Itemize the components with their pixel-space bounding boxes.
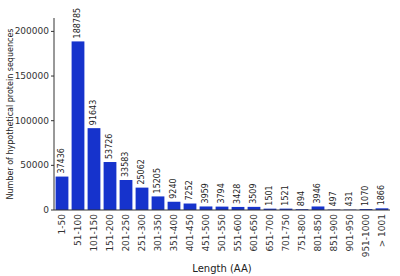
data-label: 91643 <box>90 100 99 125</box>
data-label: 15205 <box>154 168 163 193</box>
bar <box>72 41 85 210</box>
bar <box>152 196 165 210</box>
bar <box>120 180 133 210</box>
bar <box>136 188 149 210</box>
y-tick-label: 200000 <box>15 26 50 36</box>
data-label: 1866 <box>378 185 387 205</box>
x-tick-label: 351-400 <box>169 214 179 252</box>
x-tick-label: 851-900 <box>329 214 339 252</box>
x-tick-label: 451-500 <box>201 214 211 252</box>
x-tick-label: 501-550 <box>217 214 227 252</box>
y-tick <box>51 31 54 32</box>
bar <box>88 128 101 210</box>
data-label: 1521 <box>282 185 291 205</box>
x-tick-label: 601-650 <box>249 214 259 252</box>
bar <box>56 177 69 210</box>
x-tick-label: > 1001 <box>377 214 387 247</box>
data-label: 188785 <box>74 8 83 39</box>
x-tick-label: 101-150 <box>89 214 99 252</box>
x-tick-label: 751-800 <box>297 214 307 252</box>
data-label: 1501 <box>266 185 275 205</box>
data-label: 3509 <box>250 184 259 204</box>
x-tick-label: 701-750 <box>281 214 291 252</box>
x-tick-label: 201-250 <box>121 214 131 252</box>
bar <box>200 206 213 210</box>
data-label: 53726 <box>106 134 115 159</box>
data-label: 497 <box>330 191 339 206</box>
y-tick-label: 150000 <box>15 71 50 81</box>
x-tick-label: 51-100 <box>73 214 83 246</box>
data-label: 25062 <box>138 159 147 184</box>
y-tick-label: 50000 <box>20 160 49 170</box>
bar <box>104 162 117 210</box>
y-tick <box>51 210 54 211</box>
x-tick-label: 1-50 <box>57 214 67 235</box>
y-tick <box>51 76 54 77</box>
bar <box>216 207 229 210</box>
x-axis-title: Length (AA) <box>192 263 252 274</box>
x-tick-label: 551-600 <box>233 214 243 252</box>
data-label: 431 <box>346 191 355 206</box>
x-tick-label: 801-850 <box>313 214 323 252</box>
y-tick-label: 100000 <box>15 116 50 126</box>
bar <box>168 202 181 210</box>
data-label: 3959 <box>202 183 211 203</box>
data-label: 7252 <box>186 180 195 200</box>
chart: 37436 188785 91643 53726 33583 25062 15205 9240… <box>0 0 400 276</box>
x-tick-label: 951-1000 <box>361 214 371 258</box>
data-label: 33583 <box>122 152 131 177</box>
x-tick-label: 651-700 <box>265 214 275 252</box>
data-label: 1070 <box>362 186 371 206</box>
y-axis-line <box>54 18 55 210</box>
x-tick-label: 301-350 <box>153 214 163 252</box>
y-tick-label: 0 <box>43 205 49 215</box>
y-tick <box>51 165 54 166</box>
data-label: 37436 <box>58 148 67 173</box>
data-label: 3794 <box>217 183 226 203</box>
bar <box>184 204 197 210</box>
bar <box>312 206 325 210</box>
bars <box>56 41 389 210</box>
data-label: 3946 <box>314 183 323 203</box>
x-tick-label: 151-200 <box>105 214 115 252</box>
x-tick-label: 901-950 <box>345 214 355 252</box>
data-label: 894 <box>298 191 307 206</box>
y-tick <box>51 120 54 121</box>
x-tick-label: 251-300 <box>137 214 147 252</box>
x-axis-line <box>54 210 390 211</box>
data-label: 9240 <box>170 178 179 198</box>
y-axis-title: Number of hypothetical protein sequences <box>6 29 15 200</box>
x-tick-label: 401-450 <box>185 214 195 252</box>
data-label: 3428 <box>234 184 243 204</box>
